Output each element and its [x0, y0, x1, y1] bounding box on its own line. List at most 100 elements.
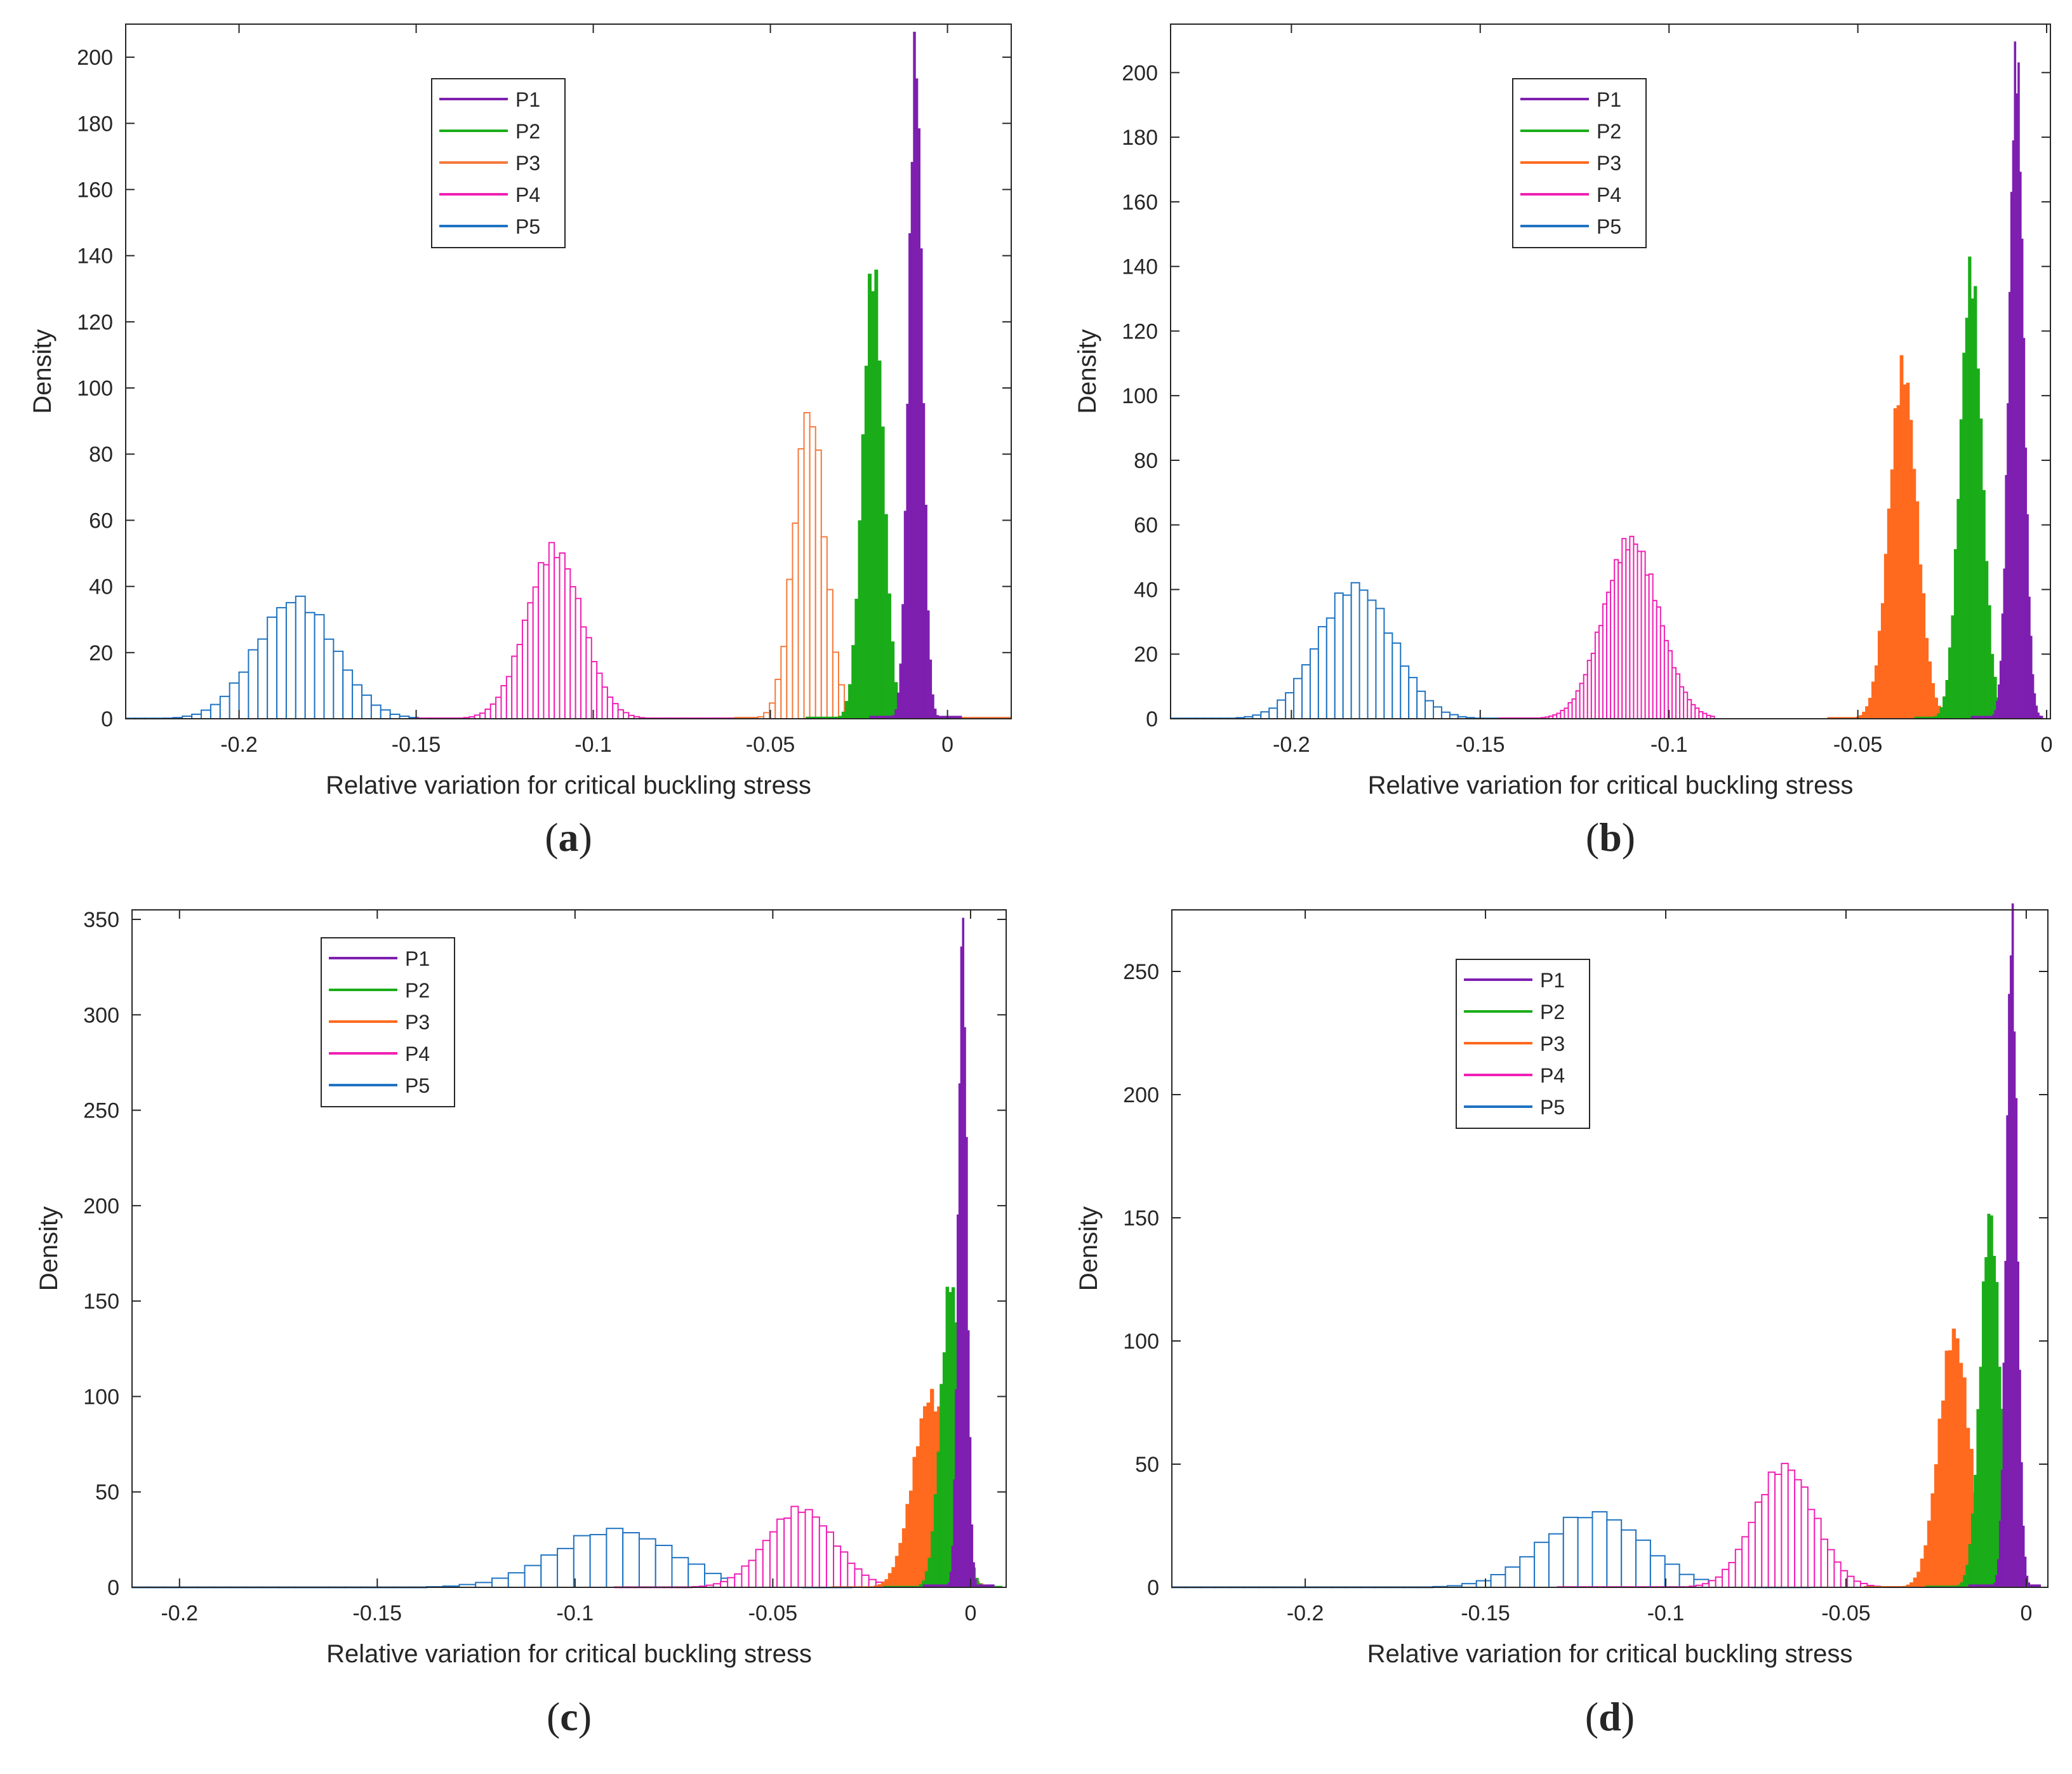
- chart-d-xtick-label: -0.05: [1821, 1601, 1871, 1625]
- chart-b-bar-p1: [2019, 171, 2022, 719]
- chart-c-legend-label-p1: P1: [405, 947, 430, 970]
- chart-c-ytick-label: 200: [83, 1194, 119, 1218]
- chart-c-bar-p2: [942, 1352, 946, 1588]
- chart-b-y-axis-label: Density: [1073, 329, 1101, 413]
- chart-d-bar-p5: [1664, 1563, 1680, 1588]
- chart-b-x-axis-label: Relative variation for critical buckling…: [1368, 771, 1854, 799]
- chart-b-bar-p5: [1367, 599, 1377, 719]
- chart-b-xtick-label: 0: [2041, 733, 2053, 757]
- chart-b-bar-p1: [2021, 238, 2024, 719]
- chart-b-bar-p3: [1871, 681, 1875, 719]
- chart-d-bar-p1: [1998, 1521, 2002, 1588]
- chart-c-xtick-label: 0: [964, 1601, 976, 1625]
- chart-d-bar-p2: [1976, 1409, 1980, 1588]
- chart-d-bar-p4: [1781, 1462, 1789, 1589]
- chart-b-bar-p5: [1285, 692, 1295, 719]
- chart-a-bar-p2: [871, 291, 875, 719]
- chart-b-bar-p1: [2016, 93, 2018, 719]
- chart-a-bar-p1: [896, 692, 900, 719]
- chart-b-bar-p5: [1293, 677, 1303, 720]
- chart-d-bar-p1: [2017, 1261, 2019, 1588]
- chart-d-bar-p4: [1847, 1575, 1855, 1588]
- chart-a-bar-p2: [848, 684, 853, 719]
- chart-b-xtick-label: -0.1: [1650, 733, 1688, 757]
- chart-d-ytick-label: 200: [1123, 1083, 1159, 1107]
- chart-d-bar-p2: [1987, 1213, 1991, 1588]
- chart-c-bar-p2: [936, 1451, 941, 1588]
- chart-c-ytick-label: 50: [95, 1481, 119, 1505]
- chart-c-bar-p1: [960, 946, 963, 1588]
- chart-a-bar-p2: [841, 711, 846, 719]
- chart-b-bar-p3: [1918, 564, 1923, 719]
- chart-b-bar-p3: [1906, 382, 1910, 719]
- chart-b-bar-p1: [2026, 514, 2029, 719]
- chart-b-xtick-label: -0.05: [1833, 733, 1883, 757]
- chart-d-caption-close: ): [1621, 1694, 1635, 1739]
- chart-d-bar-p2: [1989, 1215, 1993, 1588]
- chart-b-bar-p2: [1970, 298, 1974, 719]
- chart-d-bar-p2: [1963, 1575, 1967, 1588]
- chart-d-bar-p5: [1504, 1566, 1521, 1588]
- chart-a-bar-p1: [927, 610, 930, 719]
- chart-d-bar-p3: [1927, 1521, 1932, 1588]
- chart-b-bar-p2: [1953, 549, 1958, 719]
- chart-d-bar-p3: [1955, 1338, 1960, 1588]
- chart-c-bar-p1: [957, 1214, 959, 1588]
- chart-b-bar-p2: [1990, 653, 1995, 719]
- chart-b-xtick-label: -0.2: [1273, 733, 1310, 757]
- chart-b-bar-p5: [1408, 677, 1418, 720]
- chart-c-x-axis-label: Relative variation for critical buckling…: [326, 1640, 812, 1668]
- chart-b-bar-p2: [1965, 317, 1969, 719]
- chart-c-bar-p3: [894, 1556, 900, 1588]
- chart-c-bar-p3: [919, 1418, 924, 1588]
- chart-d-bar-p4: [1767, 1471, 1776, 1588]
- chart-c-xtick-label: -0.05: [748, 1601, 798, 1625]
- chart-a-ytick-label: 120: [77, 310, 113, 335]
- chart-b-bar-p5: [1309, 648, 1319, 720]
- chart-a-xtick-label: -0.2: [220, 733, 258, 757]
- chart-d-bar-p5: [1534, 1542, 1550, 1589]
- chart-b-bar-p1: [1994, 710, 1997, 719]
- chart-d-bar-p4: [1794, 1479, 1802, 1588]
- chart-d-axes-frame: [1171, 909, 2049, 1588]
- chart-b-legend-label-p5: P5: [1597, 215, 1621, 238]
- chart-b-legend-label-p3: P3: [1597, 152, 1621, 175]
- chart-b-bar-p2: [1948, 647, 1952, 719]
- chart-c-bar-p2: [927, 1557, 932, 1588]
- chart-b-bar-p3: [1925, 637, 1929, 719]
- chart-c-bar-p5: [540, 1554, 559, 1589]
- chart-b-legend-label-p4: P4: [1597, 183, 1621, 206]
- chart-a-bar-p4: [617, 709, 624, 720]
- chart-d-bar-p3: [1962, 1377, 1967, 1588]
- chart-a-ytick-label: 100: [77, 377, 113, 401]
- chart-d-bar-p5: [1606, 1519, 1623, 1589]
- chart-a-bar-p1: [903, 510, 907, 719]
- chart-b-bar-p1: [2014, 41, 2017, 719]
- chart-a-bar-p3: [803, 411, 811, 719]
- chart-b-bar-p1: [2031, 674, 2035, 719]
- chart-a-axes-frame: [125, 23, 1012, 719]
- chart-a-bar-p4: [543, 564, 550, 719]
- chart-a-bar-p3: [774, 679, 782, 720]
- chart-c-xtick-label: -0.15: [353, 1601, 402, 1625]
- chart-b-bar-p1: [1998, 684, 2000, 719]
- chart-a-bar-p2: [868, 274, 872, 719]
- chart-c-legend-label-p5: P5: [405, 1074, 430, 1097]
- chart-d-bar-p2: [1968, 1544, 1972, 1588]
- chart-d-bar-p1: [2028, 1582, 2031, 1588]
- chart-a-bar-p2: [861, 434, 865, 719]
- chart-b-caption-close: ): [1622, 815, 1635, 860]
- chart-a-bar-p5: [229, 682, 240, 720]
- chart-d-xtick-label: -0.15: [1461, 1601, 1510, 1625]
- chart-a-bar-p4: [612, 703, 619, 720]
- chart-a-bar-p3: [763, 712, 771, 720]
- chart-a-bar-p5: [201, 709, 211, 719]
- chart-d-bar-p1: [2015, 1098, 2018, 1588]
- chart-c-bar-p2: [931, 1531, 934, 1588]
- chart-d-bar-p2: [1960, 1582, 1963, 1588]
- chart-d-legend-label-p2: P2: [1540, 1001, 1565, 1024]
- chart-a-ytick-label: 60: [89, 509, 113, 533]
- chart-c-bar-p3: [901, 1528, 906, 1588]
- chart-c-plot-area: [131, 917, 1003, 1589]
- chart-a-ytick-label: 40: [89, 575, 113, 599]
